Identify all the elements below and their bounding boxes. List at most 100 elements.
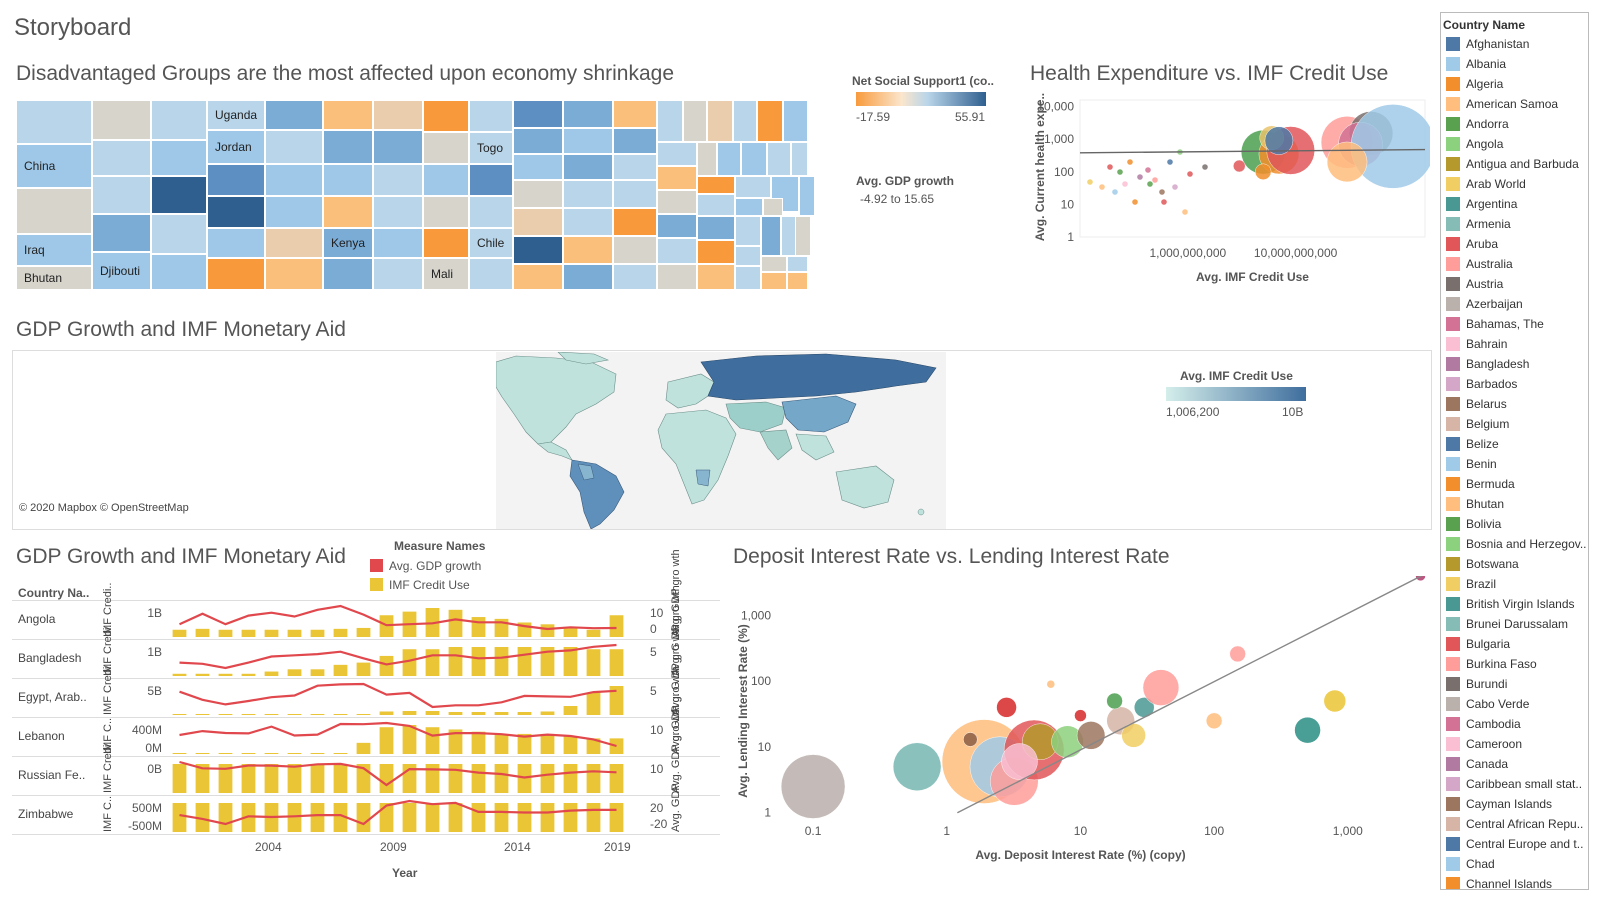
- imf-bar[interactable]: [241, 803, 256, 832]
- scatter-point[interactable]: [1294, 716, 1321, 744]
- imf-bar[interactable]: [494, 712, 509, 715]
- imf-bar[interactable]: [379, 711, 394, 716]
- scatter-point[interactable]: [1167, 159, 1173, 165]
- imf-bar[interactable]: [287, 764, 302, 793]
- imf-bar[interactable]: [310, 753, 325, 754]
- imf-bar[interactable]: [172, 673, 187, 676]
- treemap-cell[interactable]: [613, 264, 657, 290]
- country-legend-item[interactable]: Arab World: [1441, 174, 1588, 194]
- treemap-cell[interactable]: [16, 188, 92, 234]
- country-legend-item[interactable]: Australia: [1441, 254, 1588, 274]
- country-legend-item[interactable]: Chad: [1441, 854, 1588, 874]
- treemap-cell[interactable]: [92, 100, 151, 140]
- treemap-cell[interactable]: [717, 142, 741, 176]
- imf-bar[interactable]: [218, 714, 233, 715]
- imf-bar[interactable]: [287, 753, 302, 754]
- country-legend-item[interactable]: British Virgin Islands: [1441, 594, 1588, 614]
- treemap-cell[interactable]: [513, 180, 563, 208]
- country-legend-item[interactable]: Azerbaijan: [1441, 294, 1588, 314]
- imf-bar[interactable]: [195, 753, 210, 754]
- country-legend-item[interactable]: Brunei Darussalam: [1441, 614, 1588, 634]
- country-legend-item[interactable]: Albania: [1441, 54, 1588, 74]
- treemap-cell[interactable]: [783, 100, 808, 142]
- treemap-cell[interactable]: [735, 266, 761, 290]
- treemap-cell[interactable]: [657, 190, 697, 214]
- treemap-cell[interactable]: [563, 264, 613, 290]
- treemap-cell[interactable]: [265, 196, 323, 228]
- scatter-point[interactable]: [1350, 104, 1430, 189]
- country-legend-item[interactable]: Cabo Verde: [1441, 694, 1588, 714]
- country-legend-item[interactable]: Bermuda: [1441, 474, 1588, 494]
- imf-bar[interactable]: [241, 673, 256, 676]
- treemap-cell[interactable]: [423, 196, 469, 228]
- imf-bar[interactable]: [287, 629, 302, 637]
- imf-bar[interactable]: [471, 731, 486, 754]
- imf-bar[interactable]: [586, 764, 601, 793]
- imf-bar[interactable]: [264, 671, 279, 676]
- imf-bar[interactable]: [287, 714, 302, 715]
- imf-bar[interactable]: [586, 629, 601, 637]
- imf-bar[interactable]: [586, 803, 601, 832]
- treemap-cell[interactable]: [323, 164, 373, 196]
- scatter-point[interactable]: [1087, 179, 1093, 185]
- treemap-cell[interactable]: [151, 254, 207, 290]
- gdp-line[interactable]: [179, 721, 617, 748]
- scatter-point[interactable]: [1122, 181, 1128, 187]
- measure-legend-item[interactable]: Avg. GDP growth: [370, 556, 481, 575]
- treemap-cell[interactable]: [657, 142, 697, 166]
- imf-bar[interactable]: [586, 692, 601, 716]
- treemap-cell[interactable]: [697, 264, 735, 290]
- scatter-point[interactable]: [1112, 189, 1118, 195]
- imf-bar[interactable]: [517, 803, 532, 832]
- country-legend-item[interactable]: Brazil: [1441, 574, 1588, 594]
- imf-bar[interactable]: [310, 629, 325, 637]
- imf-bar[interactable]: [333, 803, 348, 832]
- imf-bar[interactable]: [172, 714, 187, 715]
- imf-bar[interactable]: [356, 662, 371, 676]
- health-scatter-chart[interactable]: 10,000 1,000 100 10 1 1,000,000,000 10,000,000…: [1030, 92, 1430, 297]
- scatter-point[interactable]: [1117, 169, 1123, 175]
- treemap-cell[interactable]: [741, 142, 767, 176]
- treemap-cell-jordan[interactable]: Jordan: [207, 130, 265, 164]
- country-legend-item[interactable]: Barbados: [1441, 374, 1588, 394]
- imf-bar[interactable]: [333, 628, 348, 637]
- treemap-cell[interactable]: [423, 132, 469, 164]
- country-legend-item[interactable]: Antigua and Barbuda: [1441, 154, 1588, 174]
- imf-bar[interactable]: [609, 686, 624, 715]
- imf-bar[interactable]: [540, 647, 555, 676]
- country-legend-item[interactable]: Algeria: [1441, 74, 1588, 94]
- imf-bar[interactable]: [540, 733, 555, 754]
- treemap-cell[interactable]: [563, 100, 613, 128]
- imf-bar[interactable]: [379, 803, 394, 832]
- treemap-cell[interactable]: [683, 100, 707, 142]
- scatter-point[interactable]: [1264, 126, 1294, 155]
- treemap-cell[interactable]: [469, 164, 513, 196]
- imf-bar[interactable]: [448, 609, 463, 637]
- imf-bar[interactable]: [609, 649, 624, 676]
- small-multiples-chart[interactable]: Angola IMF Credi.. 1B 10 0 Avg. GDP gro wth Ba…: [0, 549, 720, 840]
- row-plot[interactable]: [168, 717, 638, 756]
- scatter-point[interactable]: [1142, 669, 1180, 706]
- scatter-point[interactable]: [1161, 199, 1167, 205]
- treemap-cell[interactable]: [563, 236, 613, 264]
- scatter-point[interactable]: [1001, 743, 1038, 780]
- imf-bar[interactable]: [356, 714, 371, 715]
- treemap-cell[interactable]: [323, 130, 373, 164]
- treemap-cell[interactable]: [92, 140, 151, 176]
- scatter-point[interactable]: [1187, 171, 1193, 177]
- imf-bar[interactable]: [379, 764, 394, 793]
- treemap-cell[interactable]: [373, 130, 423, 164]
- country-legend-item[interactable]: Caribbean small stat..: [1441, 774, 1588, 794]
- scatter-point[interactable]: [1233, 159, 1246, 173]
- treemap-cell[interactable]: [733, 100, 757, 142]
- treemap-cell[interactable]: [613, 236, 657, 264]
- treemap[interactable]: China Iraq Bhutan Djibouti Uganda Jordan Kenya…: [16, 100, 815, 290]
- scatter-point[interactable]: [1205, 712, 1223, 730]
- treemap-cell[interactable]: [795, 216, 811, 256]
- imf-bar[interactable]: [609, 615, 624, 637]
- treemap-cell[interactable]: [791, 142, 808, 176]
- imf-bar[interactable]: [195, 628, 210, 637]
- scatter-point[interactable]: [1254, 163, 1272, 181]
- imf-bar[interactable]: [333, 714, 348, 715]
- gdp-line[interactable]: [179, 604, 617, 631]
